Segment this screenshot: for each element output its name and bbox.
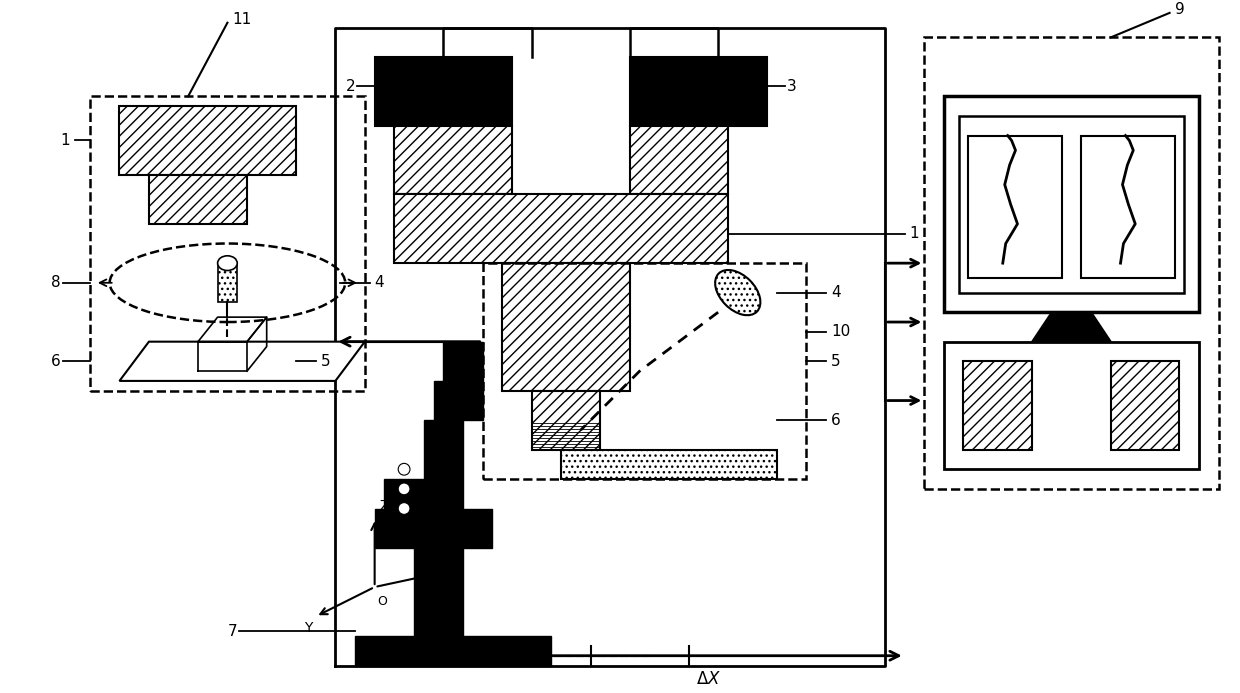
Bar [630,125,728,195]
Bar [630,57,768,125]
Bar [355,636,552,665]
Circle shape [398,502,410,514]
Text: 11: 11 [232,12,252,27]
Text: 2: 2 [346,79,355,94]
Text: 4: 4 [374,275,384,290]
Bar [394,195,728,263]
Bar [149,175,247,224]
Text: Y: Y [304,622,312,635]
Bar [963,361,1032,450]
Bar [414,547,463,636]
Polygon shape [1032,313,1111,342]
Text: $\Delta X$: $\Delta X$ [696,670,720,688]
Text: Z: Z [379,500,389,514]
Text: 1: 1 [909,226,919,241]
Bar [91,96,365,391]
Circle shape [398,464,410,475]
Bar [944,342,1199,469]
Polygon shape [119,342,365,381]
Bar [444,342,482,381]
Bar [1111,361,1179,450]
Text: X: X [448,565,458,579]
Bar [482,263,806,479]
Bar [1081,136,1174,278]
Text: 6: 6 [51,354,61,369]
Bar [968,136,1061,278]
Text: O: O [378,595,387,608]
Bar [384,479,424,528]
Text: 5: 5 [321,354,330,369]
Ellipse shape [715,270,760,315]
Text: 8: 8 [51,275,61,290]
Text: 5: 5 [831,354,841,369]
Text: 9: 9 [1174,3,1184,17]
Text: 10: 10 [831,324,851,340]
Circle shape [398,483,410,495]
Text: 1: 1 [61,133,71,148]
Text: 3: 3 [787,79,796,94]
Text: 7: 7 [228,624,237,639]
Bar [944,96,1199,313]
Bar [374,57,512,125]
Text: 4: 4 [831,285,841,300]
Bar [562,450,777,479]
Bar [217,263,237,302]
Bar [959,116,1184,292]
Ellipse shape [217,256,237,270]
Bar [119,106,296,175]
Text: 6: 6 [831,412,841,428]
Bar [502,263,630,391]
Bar [434,381,482,420]
Bar [924,37,1219,489]
Bar [394,125,512,195]
Bar [1023,342,1121,351]
Bar [424,420,463,509]
Bar [374,509,492,547]
Bar [532,391,600,450]
